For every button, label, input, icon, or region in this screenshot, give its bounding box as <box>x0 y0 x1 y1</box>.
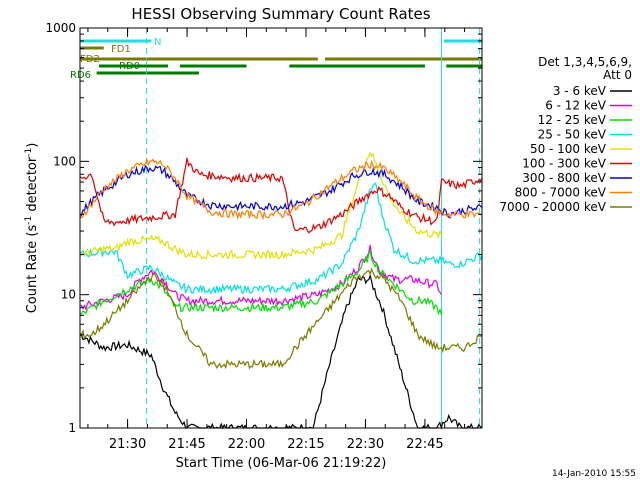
series-lines <box>79 150 483 431</box>
legend-label: 800 - 7000 keV <box>515 186 607 200</box>
legend-label: 300 - 800 keV <box>522 171 606 185</box>
x-axis: 21:30 21:45 22:00 22:15 22:30 22:45 <box>87 28 466 452</box>
legend-header-line2: Att 0 <box>603 68 632 82</box>
event-markers <box>79 28 481 428</box>
series-line <box>79 150 443 261</box>
legend-label: 50 - 100 keV <box>530 142 607 156</box>
legend-label: 25 - 50 keV <box>538 128 607 142</box>
x-tick-label: 21:30 <box>109 437 146 452</box>
legend-label: 7000 - 20000 keV <box>499 200 606 214</box>
flag-label: RD0 <box>119 61 140 72</box>
chart-title: HESSI Observing Summary Count Rates <box>131 5 430 23</box>
flag-label: FD1 <box>111 44 131 55</box>
y-tick-label: 100 <box>53 154 76 168</box>
flag-label: RD6 <box>70 70 91 81</box>
x-axis-label: Start Time (06-Mar-06 21:19:22) <box>176 456 387 471</box>
y-axis-label: Count Rate (s-1 detector-1) <box>24 143 40 314</box>
y-tick-label: 1 <box>68 421 76 435</box>
timestamp: 14-Jan-2010 15:55 <box>552 469 636 479</box>
series-line <box>79 164 483 219</box>
series-line <box>79 182 483 295</box>
legend-label: 100 - 300 keV <box>522 157 606 171</box>
series-line <box>79 267 483 370</box>
instrument-flags: N FD1 FD2 RD0 RD6 <box>70 37 482 81</box>
flag-label: FD2 <box>80 54 100 65</box>
y-axis: 1 10 100 1000 <box>45 21 482 435</box>
flag-label: N <box>154 37 161 48</box>
x-tick-label: 22:00 <box>228 437 265 452</box>
series-line <box>79 244 443 311</box>
plot-frame <box>79 27 483 429</box>
legend-label: 6 - 12 keV <box>545 99 607 113</box>
y-tick-label: 10 <box>61 288 76 302</box>
x-tick-label: 22:45 <box>406 437 443 452</box>
x-tick-label: 22:30 <box>347 437 384 452</box>
y-tick-label: 1000 <box>45 21 76 35</box>
x-tick-label: 22:15 <box>287 437 324 452</box>
series-line <box>79 157 483 234</box>
x-tick-label: 21:45 <box>168 437 205 452</box>
series-line <box>79 273 483 431</box>
series-line <box>79 248 443 316</box>
legend-label: 12 - 25 keV <box>538 113 607 127</box>
series-line <box>79 157 483 221</box>
legend-label: 3 - 6 keV <box>553 84 607 98</box>
legend-header-line1: Det 1,3,4,5,6,9, <box>538 55 632 69</box>
